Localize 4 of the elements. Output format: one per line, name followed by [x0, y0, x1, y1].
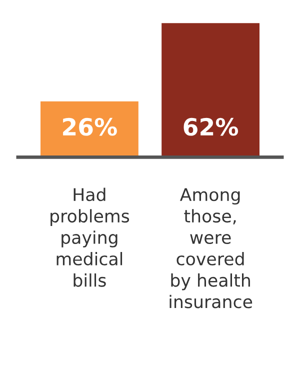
data-label: 26%: [63, 118, 117, 136]
data-label: 62%: [184, 118, 238, 136]
x-tick-label: Had problems paying medical bills: [50, 188, 130, 287]
x-tick-label: Among those, were covered by health insurance: [170, 188, 252, 308]
